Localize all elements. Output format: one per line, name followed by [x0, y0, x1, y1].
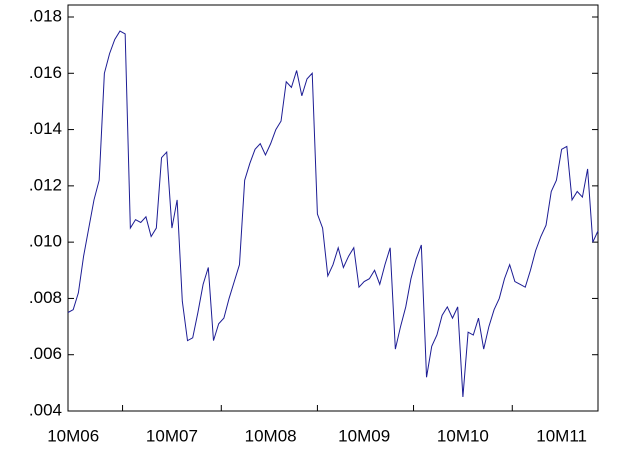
y-tick-label: .010	[29, 232, 62, 251]
plot-frame	[67, 4, 599, 412]
y-tick-label: .006	[29, 344, 62, 363]
x-tick-label: 10M10	[437, 426, 489, 445]
x-tick-label: 10M07	[146, 426, 198, 445]
x-tick-label: 10M06	[47, 426, 99, 445]
y-tick-label: .012	[29, 175, 62, 194]
data-line	[67, 30, 599, 397]
y-tick-label: .008	[29, 288, 62, 307]
x-tick-label: 10M09	[338, 426, 390, 445]
y-tick-label: .016	[29, 63, 62, 82]
x-tick-label: 10M11	[536, 426, 587, 445]
y-tick-label: .004	[29, 400, 62, 419]
x-tick-label: 10M08	[245, 426, 297, 445]
y-tick-label: .014	[29, 119, 62, 138]
y-tick-label: .018	[29, 6, 62, 25]
